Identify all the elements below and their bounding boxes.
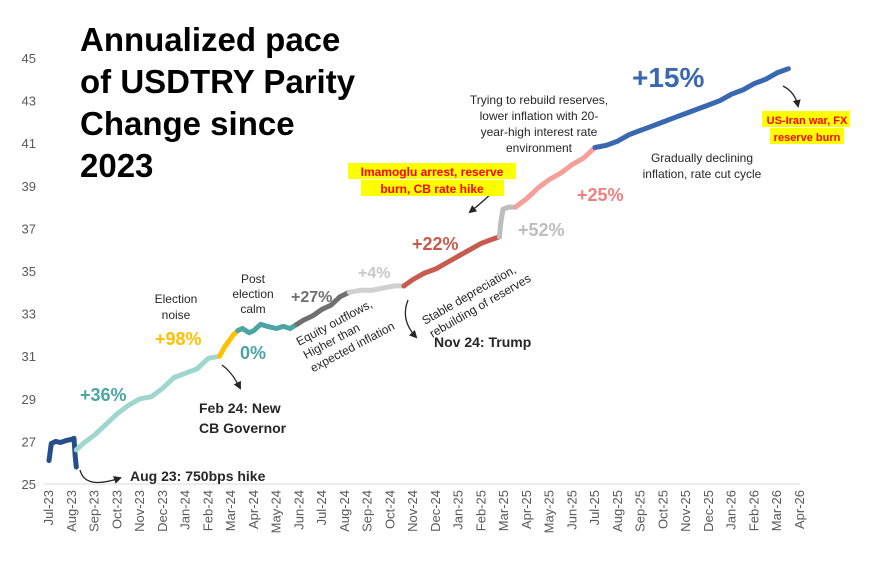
- x-tick-label: Nov-25: [678, 490, 693, 532]
- series-line-5: [346, 283, 407, 295]
- y-tick-label: 41: [22, 136, 36, 151]
- x-tick-label: Sep-23: [87, 490, 102, 532]
- annotation-postelection: Post election calm: [232, 272, 273, 316]
- y-tick-label: 37: [22, 221, 36, 236]
- series-line-6: [401, 234, 502, 289]
- x-tick-label: Sep-24: [360, 490, 375, 532]
- chart-title-text: Annualized pace of USDTRY Parity Change si…: [80, 21, 356, 184]
- y-tick-label: 31: [22, 349, 36, 364]
- x-tick-label: Apr-26: [792, 490, 807, 529]
- y-tick-label: 45: [22, 51, 36, 66]
- x-tick-label: Dec-24: [428, 490, 443, 532]
- highlight-box: [762, 111, 850, 127]
- annotation-arrow: [782, 85, 801, 108]
- x-tick-label: Jan-25: [451, 490, 466, 530]
- y-tick-label: 27: [22, 434, 36, 449]
- annotation-pct4: +4%: [358, 265, 390, 282]
- x-tick-label: Nov-24: [405, 490, 420, 532]
- x-tick-label: Sep-25: [633, 490, 648, 532]
- annotation-election: Election noise: [155, 292, 198, 322]
- x-tick-label: Aug-25: [610, 490, 625, 532]
- annotation-arrow: [221, 364, 241, 390]
- chart-title: Annualized pace of USDTRY Parity Change si…: [80, 21, 356, 184]
- x-tick-label: Jul-24: [314, 490, 329, 525]
- annotation-aug23: Aug 23: 750bps hike: [130, 468, 266, 484]
- series-line-4: [294, 289, 352, 327]
- x-tick-label: Mar-26: [769, 490, 784, 531]
- annotation-gradual: Gradually declining inflation, rate cut c…: [643, 151, 762, 181]
- y-tick-label: 43: [22, 94, 36, 109]
- series-line-3: [235, 321, 300, 336]
- series-line-2: [217, 328, 241, 359]
- annotation-pct36: +36%: [80, 385, 127, 405]
- y-tick-label: 33: [22, 307, 36, 322]
- series-group: [46, 66, 791, 470]
- x-tick-label: Jan-24: [178, 490, 193, 530]
- annotation-pct25: +25%: [577, 185, 624, 205]
- y-tick-label: 39: [22, 179, 36, 194]
- x-tick-label: Jul-23: [41, 490, 56, 525]
- x-tick-label: Apr-25: [519, 490, 534, 529]
- annotation-pct98: +98%: [155, 329, 202, 349]
- series-line-1: [73, 353, 223, 453]
- series-line-9: [592, 66, 791, 150]
- series-line-8: [512, 145, 598, 210]
- x-tick-label: May-25: [542, 490, 557, 533]
- annotation-feb24: Feb 24: New CB Governor: [199, 400, 287, 436]
- annotation-iran: US-Iran war, FX reserve burn: [767, 115, 848, 144]
- x-tick-label: Mar-24: [223, 490, 238, 531]
- x-tick-label: Jun-25: [564, 490, 579, 530]
- annotation-imamoglu: Imamoglu arrest, reserve burn, CB rate hi…: [361, 165, 504, 196]
- x-tick-label: Mar-25: [496, 490, 511, 531]
- x-tick-label: Aug-23: [64, 490, 79, 532]
- annotation-rebuild: Trying to rebuild reserves, lower inflati…: [470, 93, 608, 155]
- x-tick-label: Feb-26: [746, 490, 761, 531]
- annotation-nov24: Nov 24: Trump: [434, 334, 531, 350]
- x-tick-label: Jan-26: [724, 490, 739, 530]
- annotation-arrows: [79, 85, 801, 484]
- highlight-box: [348, 163, 516, 179]
- y-tick-label: 29: [22, 392, 36, 407]
- y-tick-label: 25: [22, 477, 36, 492]
- y-tick-label: 35: [22, 264, 36, 279]
- annotation-pct52: +52%: [518, 220, 565, 240]
- annotation-pct15: +15%: [632, 62, 704, 93]
- x-tick-label: Aug-24: [337, 490, 352, 532]
- annotation-pct0: 0%: [240, 343, 266, 363]
- annotation-arrow: [79, 469, 122, 484]
- annotation-pct27: +27%: [291, 289, 332, 306]
- series-line-7: [496, 204, 518, 240]
- x-tick-label: May-24: [269, 490, 284, 533]
- highlight-box: [361, 180, 504, 196]
- x-tick-label: Jul-25: [587, 490, 602, 525]
- x-tick-label: Feb-25: [473, 490, 488, 531]
- x-tick-label: Apr-24: [246, 490, 261, 529]
- x-tick-label: Dec-25: [701, 490, 716, 532]
- x-tick-label: Jun-24: [291, 490, 306, 530]
- highlight-box: [770, 128, 844, 144]
- x-tick-label: Dec-23: [155, 490, 170, 532]
- x-tick-label: Feb-24: [200, 490, 215, 531]
- series-line-0: [46, 435, 79, 470]
- y-axis: 25 27 29 31 33 35 37 39 41 43 45: [22, 51, 36, 492]
- x-tick-label: Oct-23: [109, 490, 124, 529]
- x-tick-label: Nov-23: [132, 490, 147, 532]
- x-tick-label: Oct-24: [382, 490, 397, 529]
- annotation-arrow: [404, 299, 418, 339]
- x-axis: Jul-23 Aug-23 Sep-23 Oct-23 Nov-23 Dec-23 Jan-…: [41, 483, 807, 533]
- x-tick-label: Oct-25: [655, 490, 670, 529]
- annotation-pct22: +22%: [412, 234, 459, 254]
